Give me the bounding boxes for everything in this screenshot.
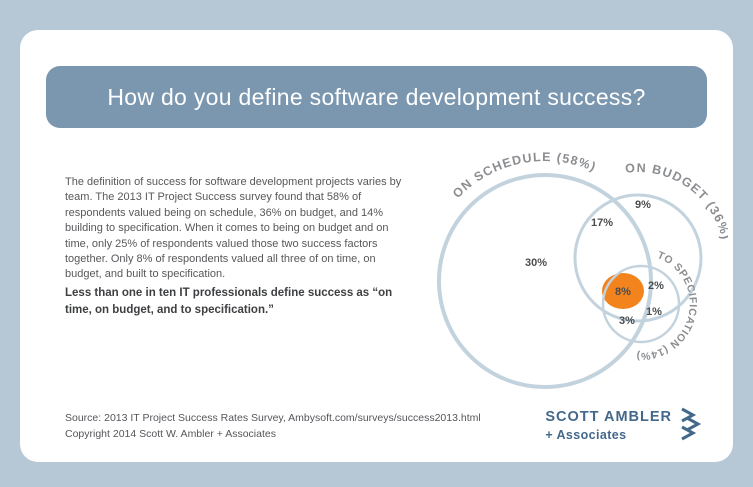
- venn-circle-on-budget: [573, 193, 703, 323]
- region-value-all-three: 8%: [615, 286, 631, 298]
- page-title: How do you define software development s…: [107, 83, 646, 110]
- footer-source-block: Source: 2013 IT Project Success Rates Su…: [65, 410, 481, 443]
- logo-name: SCOTT AMBLER: [545, 408, 672, 425]
- infographic-card: How do you define software development s…: [20, 30, 733, 462]
- logo-text-block: SCOTT AMBLER + Associates: [545, 409, 672, 442]
- venn-circle-on-schedule: [437, 173, 653, 389]
- title-banner: How do you define software development s…: [46, 66, 707, 128]
- venn-circle-to-specification: [601, 264, 681, 344]
- region-value-schedule-only: 30%: [525, 257, 547, 269]
- region-value-budget-only: 9%: [635, 199, 651, 211]
- region-value-budget-spec: 2%: [648, 280, 664, 292]
- chevrons-icon: [681, 407, 702, 441]
- venn-diagram: ON SCHEDULE (58%) ON BUDGET (36%) TO SPE…: [437, 150, 728, 389]
- region-value-schedule-budget: 17%: [591, 217, 613, 229]
- logo-sub: + Associates: [545, 427, 627, 442]
- venn-highlight-region: [602, 273, 644, 309]
- description-text: The definition of success for software d…: [65, 176, 402, 281]
- region-value-spec-only: 1%: [646, 306, 662, 318]
- region-value-schedule-spec: 3%: [619, 315, 635, 327]
- source-text: Source: 2013 IT Project Success Rates Su…: [65, 412, 481, 424]
- company-logo: SCOTT AMBLER + Associates: [545, 406, 703, 444]
- copyright-text: Copyright 2014 Scott W. Ambler + Associa…: [65, 428, 276, 441]
- highlight-text: Less than one in ten IT professionals de…: [65, 287, 393, 316]
